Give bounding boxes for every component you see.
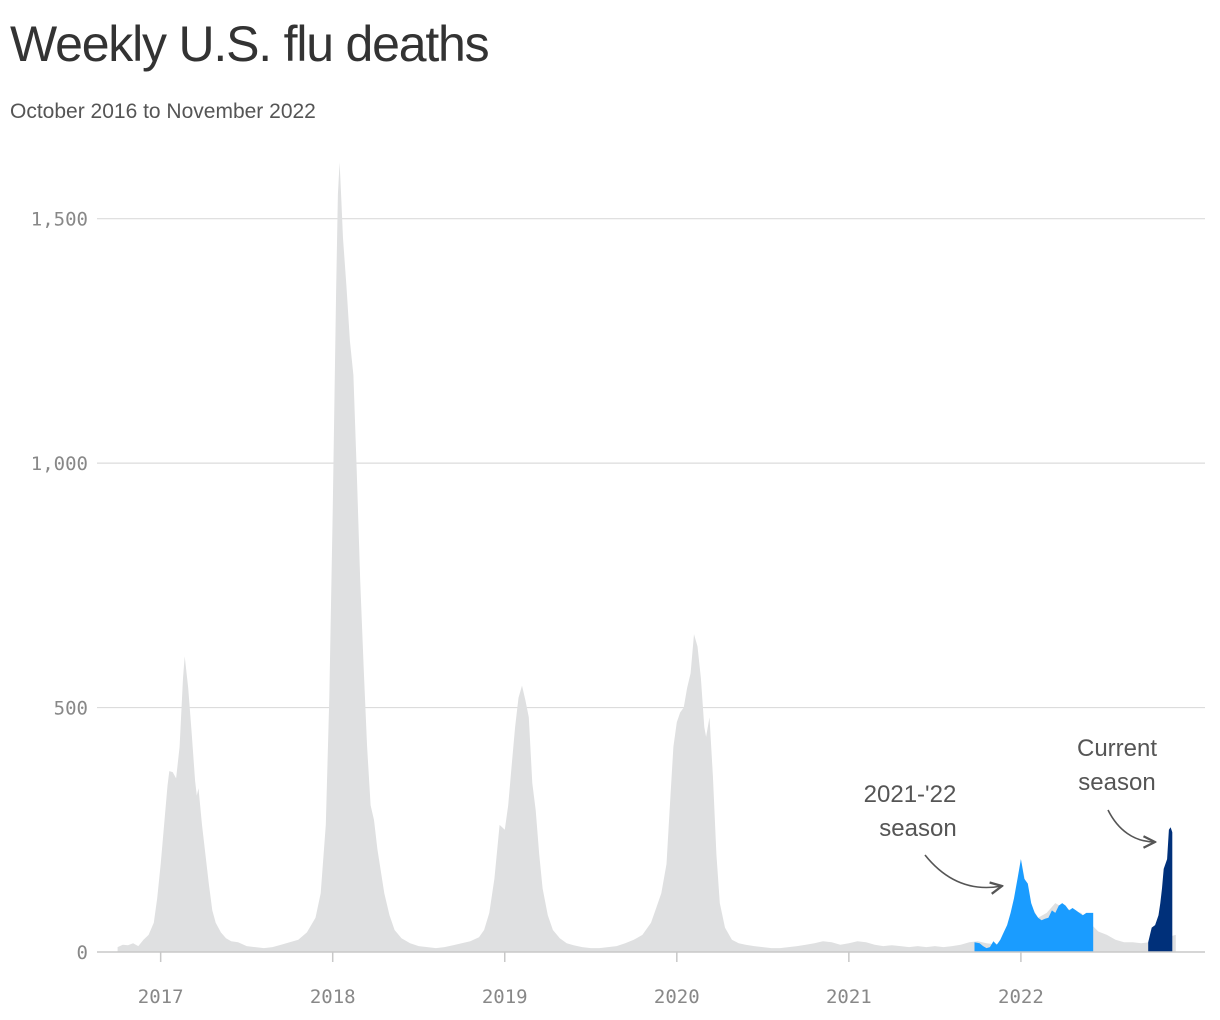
y-tick-label: 1,500	[31, 209, 88, 231]
y-tick-label: 0	[77, 942, 88, 964]
chart-subtitle: October 2016 to November 2022	[10, 100, 316, 123]
chart-title: Weekly U.S. flu deaths	[10, 16, 490, 72]
x-tick-label: 2017	[138, 986, 184, 1008]
annotation-current-season-line-2: season	[1078, 769, 1155, 796]
annotations: 2021-'22 season Current season	[864, 735, 1157, 888]
x-tick-label: 2021	[826, 986, 872, 1008]
x-axis-labels: 2017 2018 2019 2020 2021 2022	[138, 986, 1044, 1008]
y-tick-label: 1,000	[31, 453, 88, 475]
annotation-2021-22-arrow	[924, 854, 1002, 888]
background-seasons-area	[117, 162, 1176, 952]
x-tick-label: 2019	[482, 986, 528, 1008]
x-tick-label: 2018	[310, 986, 356, 1008]
area-series	[117, 162, 1176, 952]
annotation-current-season-arrow	[1107, 809, 1155, 842]
gridlines	[97, 218, 1205, 709]
x-axis	[97, 951, 1205, 962]
annotation-current-season-line-1: Current	[1077, 735, 1157, 762]
season-2021-22-area	[974, 859, 1094, 952]
annotation-2021-22-season-line-1: 2021-'22	[864, 781, 957, 808]
x-tick-label: 2022	[998, 986, 1044, 1008]
y-axis-labels: 0 500 1,000 1,500	[31, 209, 88, 964]
current-season-area	[1148, 827, 1173, 952]
x-tick-label: 2020	[654, 986, 700, 1008]
y-tick-label: 500	[54, 698, 88, 720]
annotation-2021-22-season-line-2: season	[879, 815, 956, 842]
